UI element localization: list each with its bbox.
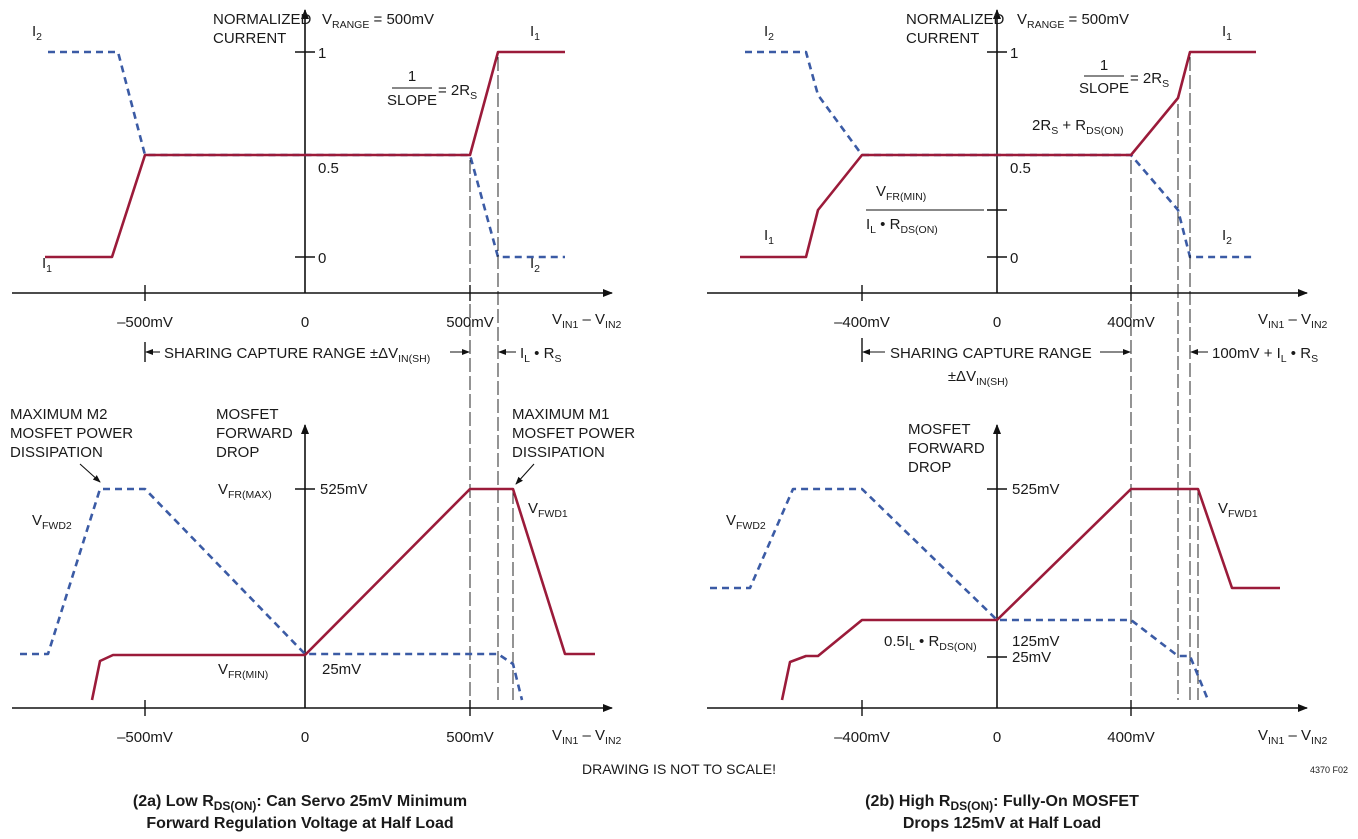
right-vrange-label: VRANGE = 500mV (1017, 11, 1129, 31)
left-sharing-capture-label: SHARING CAPTURE RANGE ±ΔVIN(SH) (164, 345, 430, 365)
slope-equals: = 2RS (438, 82, 477, 102)
right-i1-bottom-label: I1 (764, 227, 774, 247)
left-i2-bottom-label: I2 (530, 255, 540, 275)
right-vfwd2-label: VFWD2 (726, 512, 766, 532)
left-tick-525: 525mV (320, 481, 368, 498)
left-bottom-xtick-neg: –500mV (117, 729, 173, 746)
right-tick-525: 525mV (1012, 481, 1060, 498)
vfr-min-label: VFR(MIN) (218, 661, 268, 681)
max-m2-1: MAXIMUM M2 (10, 406, 108, 423)
max-m2-3: DISSIPATION (10, 444, 103, 461)
left-vfwd1-label: VFWD1 (528, 500, 568, 520)
left-bottom-xaxis-label: VIN1 – VIN2 (552, 727, 622, 747)
left-bottom-xtick-zero: 0 (301, 729, 309, 746)
right-xtick-zero: 0 (993, 314, 1001, 331)
right-drop-plot: MOSFET FORWARD DROP 525mV 125mV 25mV 0.5… (707, 421, 1328, 747)
vfr-max-label: VFR(MAX) (218, 481, 272, 501)
left-il-rs-label: IL • RS (520, 345, 561, 365)
slope-numerator: 1 (408, 68, 416, 85)
right-normalized-label-1: NORMALIZED (906, 11, 1005, 28)
right-bottom-xaxis-label: VIN1 – VIN2 (1258, 727, 1328, 747)
right-offset-label: 100mV + IL • RS (1212, 345, 1318, 365)
normalized-label-2: CURRENT (213, 30, 286, 47)
right-slope-denominator: SLOPE (1079, 80, 1129, 97)
panel-2b: NORMALIZED CURRENT VRANGE = 500mV 1 0.5 … (707, 9, 1328, 747)
max-m2-2: MOSFET POWER (10, 425, 133, 442)
right-tick-25: 25mV (1012, 649, 1051, 666)
left-top-xaxis-label: VIN1 – VIN2 (552, 311, 622, 331)
left-xtick-neg: –500mV (117, 314, 173, 331)
left-i1-curve (45, 50, 565, 259)
max-m1-2: MOSFET POWER (512, 425, 635, 442)
half-il-label: 0.5IL • RDS(ON) (884, 633, 977, 653)
right-tick-125: 125mV (1012, 633, 1060, 650)
right-tick-label-1: 1 (1010, 45, 1018, 62)
right-vfwd1-curve (780, 487, 1280, 701)
left-vfwd2-label: VFWD2 (32, 512, 72, 532)
tick-label-0: 0 (318, 250, 326, 267)
left-bottom-xtick-pos: 500mV (446, 729, 494, 746)
right-sharing-capture-label: SHARING CAPTURE RANGE (890, 345, 1092, 362)
rds-label: 2RS + RDS(ON) (1032, 117, 1123, 137)
left-vfwd1-curve (90, 487, 595, 701)
right-i2-top-label: I2 (764, 23, 774, 43)
left-mosfet-drop-1: MOSFET (216, 406, 279, 423)
max-m1-1: MAXIMUM M1 (512, 406, 610, 423)
left-mosfet-drop-3: DROP (216, 444, 259, 461)
right-vfwd2-curve (710, 487, 1210, 701)
right-bottom-xtick-zero: 0 (993, 729, 1001, 746)
right-vfwd1-label: VFWD1 (1218, 500, 1258, 520)
left-i1-bottom-label: I1 (42, 255, 52, 275)
right-i1-top-label: I1 (1222, 23, 1232, 43)
left-tick-25: 25mV (322, 661, 361, 678)
right-i1-curve (740, 50, 1256, 259)
not-to-scale-note: DRAWING IS NOT TO SCALE! (582, 761, 776, 777)
left-mosfet-drop-2: FORWARD (216, 425, 293, 442)
max-m1-3: DISSIPATION (512, 444, 605, 461)
right-mosfet-drop-2: FORWARD (908, 440, 985, 457)
tick-label-1: 1 (318, 45, 326, 62)
right-i2-bottom-label: I2 (1222, 227, 1232, 247)
left-i2-top-label: I2 (32, 23, 42, 43)
caption-2b-line2: Drops 125mV at Half Load (903, 815, 1101, 832)
tick-label-half: 0.5 (318, 160, 339, 177)
panel-2a: NORMALIZED CURRENT VRANGE = 500mV 1 0.5 … (10, 9, 635, 747)
left-i1-top-label: I1 (530, 23, 540, 43)
right-tick-label-0: 0 (1010, 250, 1018, 267)
right-tick-label-half: 0.5 (1010, 160, 1031, 177)
vrange-label: VRANGE = 500mV (322, 11, 434, 31)
right-normalized-label-2: CURRENT (906, 30, 979, 47)
right-mosfet-drop-3: DROP (908, 459, 951, 476)
right-delta-label: ±ΔVIN(SH) (948, 368, 1008, 388)
left-vfwd2-curve (20, 487, 524, 701)
caption-2b-line1: (2b) High RDS(ON): Fully-On MOSFET (865, 793, 1139, 813)
right-top-xaxis-label: VIN1 – VIN2 (1258, 311, 1328, 331)
left-xtick-zero: 0 (301, 314, 309, 331)
right-slope-numerator: 1 (1100, 57, 1108, 74)
right-bottom-xtick-neg: –400mV (834, 729, 890, 746)
slope-denominator: SLOPE (387, 92, 437, 109)
normalized-label-1: NORMALIZED (213, 11, 312, 28)
caption-2a-line2: Forward Regulation Voltage at Half Load (146, 815, 453, 832)
right-xtick-neg: –400mV (834, 314, 890, 331)
frac-denominator: IL • RDS(ON) (866, 216, 938, 236)
left-current-plot: NORMALIZED CURRENT VRANGE = 500mV 1 0.5 … (12, 9, 622, 331)
right-current-plot: NORMALIZED CURRENT VRANGE = 500mV 1 0.5 … (707, 9, 1328, 331)
right-slope-equals: = 2RS (1130, 70, 1169, 90)
figure-code: 4370 F02 (1310, 765, 1348, 775)
right-mosfet-drop-1: MOSFET (908, 421, 971, 438)
right-bottom-xtick-pos: 400mV (1107, 729, 1155, 746)
frac-numerator: VFR(MIN) (876, 183, 926, 203)
caption-2a-line1: (2a) Low RDS(ON): Can Servo 25mV Minimum (133, 793, 467, 813)
left-drop-plot: MAXIMUM M2 MOSFET POWER DISSIPATION MOSF… (10, 406, 635, 747)
